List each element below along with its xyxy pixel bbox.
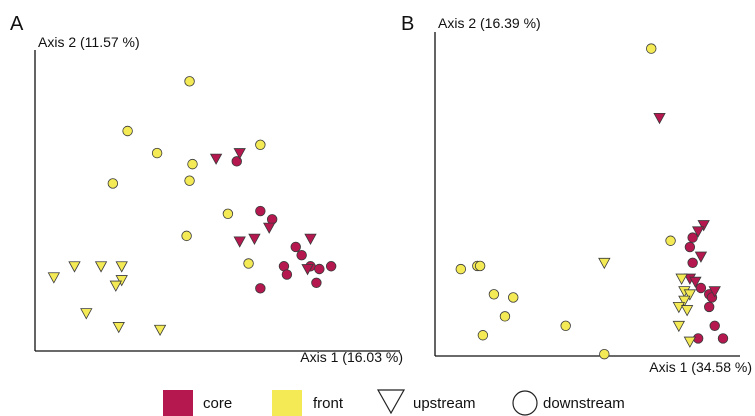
panel-a-letter: A — [10, 13, 24, 35]
panel-a-point-front-upstream — [112, 322, 125, 334]
panel-b-point-core-upstream — [694, 251, 708, 263]
panel-a-point-front-downstream — [187, 158, 198, 170]
legend-upstream-label: upstream — [413, 395, 476, 412]
panel-a-point-core-downstream — [311, 277, 322, 289]
panel-a-point-front-upstream — [153, 324, 167, 337]
panel-a-point-core-downstream — [281, 269, 293, 280]
panel-a-point-front-upstream — [115, 275, 128, 287]
panel-a-point-core-downstream — [266, 214, 278, 225]
panel-a-point-core-upstream — [233, 148, 246, 160]
panel-a-point-core-downstream — [255, 205, 266, 217]
legend-downstream-label: downstream — [543, 395, 625, 412]
panel-b-point-front-downstream — [488, 289, 500, 300]
panel-a-point-core-upstream — [209, 153, 223, 165]
panel-a-point-core-downstream — [314, 263, 325, 275]
panel-b-letter: B — [401, 13, 414, 35]
panel-b-point-core-downstream — [687, 232, 698, 243]
panel-a-point-core-upstream — [301, 264, 314, 276]
panel-b-point-front-downstream — [474, 260, 486, 272]
panel-b-point-core-upstream — [708, 286, 721, 298]
panel-a-point-core-downstream — [290, 241, 301, 253]
panel-a-point-front-downstream — [122, 125, 133, 137]
panel-a-point-front-downstream — [181, 230, 192, 242]
legend-core-label: core — [203, 395, 232, 412]
panel-b-point-core-upstream — [689, 276, 702, 289]
panel-b-point-front-downstream — [508, 292, 519, 303]
panel-b-point-core-upstream — [691, 226, 705, 238]
panel-a-point-core-upstream — [304, 233, 317, 245]
panel-a-points — [47, 76, 337, 337]
panel-b-point-front-downstream — [499, 311, 511, 322]
panel-a-point-front-downstream — [184, 175, 195, 186]
panel-b-y-axis-label: Axis 2 (16.39 %) — [438, 15, 541, 31]
panel-b-point-front-upstream — [680, 305, 694, 317]
panel-b-point-front-upstream — [678, 295, 691, 307]
panel-b-point-front-downstream — [646, 43, 657, 54]
legend-front-label: front — [313, 395, 344, 412]
panel-a-point-core-upstream — [263, 222, 276, 234]
panel-a-point-front-downstream — [222, 208, 234, 220]
panel-b-point-core-downstream — [704, 301, 715, 313]
panel-b-point-front-upstream — [675, 273, 688, 285]
panel-b-point-core-upstream — [653, 113, 666, 125]
panel-b-point-front-upstream — [683, 336, 697, 348]
panel-b-point-front-upstream — [598, 257, 611, 270]
legend-front-swatch — [272, 390, 302, 416]
panel-a-point-core-upstream — [248, 233, 261, 245]
panel-a-point-front-downstream — [255, 139, 266, 151]
panel-a-point-core-downstream — [255, 283, 266, 294]
panel-b-points — [455, 43, 729, 360]
panel-b-point-core-downstream — [687, 257, 698, 269]
panel-b-point-front-downstream — [599, 348, 610, 360]
panel-a: A Axis 2 (11.57 %) Axis 1 (16.03 %) — [10, 13, 403, 365]
panel-a-point-front-upstream — [80, 308, 93, 320]
panel-b-point-core-downstream — [695, 282, 707, 294]
legend-downstream-circle-icon — [512, 390, 538, 416]
panel-a-point-front-downstream — [184, 76, 195, 87]
panel-a-point-front-downstream — [243, 258, 254, 269]
panel-b-point-front-downstream — [665, 235, 676, 246]
panel-b-point-front-upstream — [683, 289, 697, 301]
panel-a-point-core-downstream — [325, 261, 337, 272]
legend-core-swatch — [163, 390, 193, 416]
panel-a-point-core-upstream — [233, 236, 246, 248]
panel-a-point-front-upstream — [47, 272, 61, 284]
panel-b-point-front-downstream — [455, 263, 467, 275]
panel-b-point-front-downstream — [477, 330, 489, 341]
panel-b-x-axis-label: Axis 1 (34.58 %) — [649, 359, 752, 375]
panel-a-point-front-upstream — [68, 261, 81, 273]
panel-b-point-front-upstream — [672, 301, 686, 314]
panel-b-point-core-downstream — [717, 333, 729, 344]
panel-b-point-front-upstream — [672, 320, 686, 333]
panel-a-point-front-upstream — [115, 261, 128, 273]
panel-a-x-axis-label: Axis 1 (16.03 %) — [300, 349, 403, 365]
panel-a-point-front-downstream — [151, 147, 163, 159]
panel-b-point-core-downstream — [684, 241, 696, 253]
panel-b-point-front-downstream — [560, 320, 571, 332]
panel-a-point-core-downstream — [231, 156, 242, 167]
legend-upstream-triangle-icon — [376, 389, 406, 415]
legend: core front upstream downstream — [163, 389, 625, 416]
panel-a-y-axis-label: Axis 2 (11.57 %) — [38, 34, 140, 50]
panel-a-point-core-downstream — [296, 249, 307, 261]
panel-b: B Axis 2 (16.39 %) Axis 1 (34.58 %) — [401, 13, 752, 375]
panel-b-point-core-upstream — [697, 220, 710, 232]
panel-a-point-front-upstream — [109, 280, 122, 292]
panel-b-point-core-downstream — [709, 320, 720, 332]
panel-a-point-front-upstream — [94, 261, 108, 273]
panel-a-point-front-downstream — [107, 178, 119, 189]
